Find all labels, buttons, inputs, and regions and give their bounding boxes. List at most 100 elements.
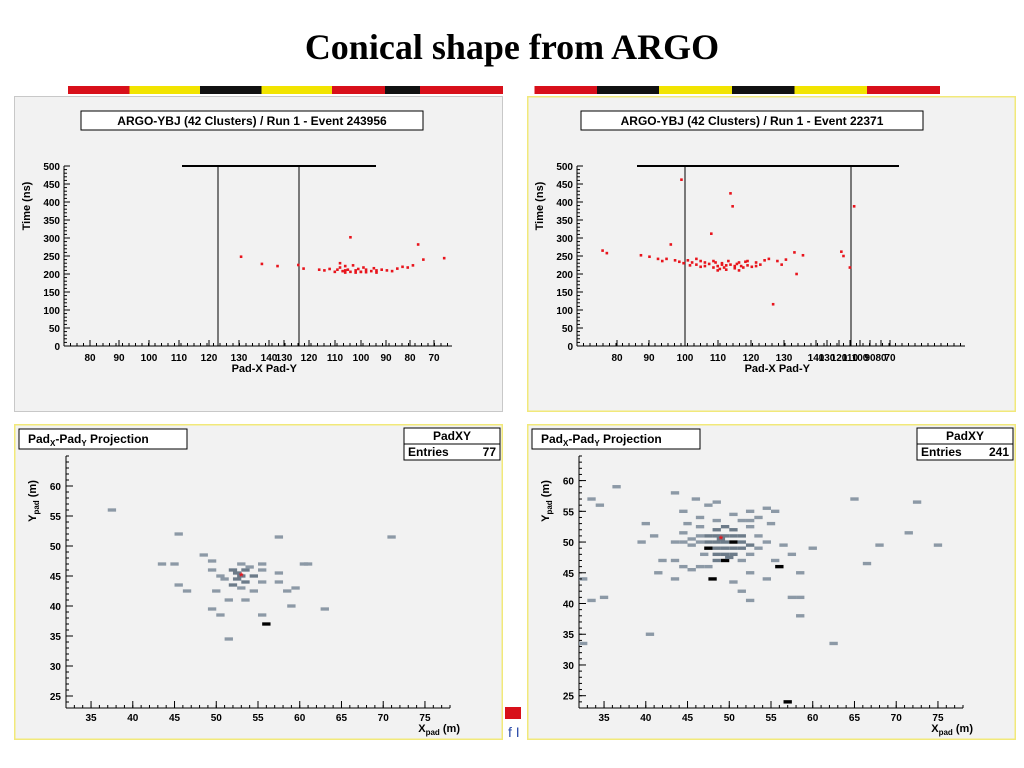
- histogram-bin: [712, 552, 721, 557]
- data-point: [317, 268, 321, 271]
- title-dash: -Pad: [55, 432, 81, 446]
- y-tick-label: 150: [43, 288, 60, 299]
- x-axis-label: Pad-X Pad-Y: [745, 363, 811, 375]
- x-tick-label: 80: [84, 353, 96, 364]
- data-point: [323, 269, 326, 272]
- data-point: [239, 255, 243, 259]
- histogram-bin: [207, 607, 217, 611]
- footer-logo-fragment: [505, 707, 521, 719]
- data-point: [712, 266, 715, 269]
- data-point: [754, 261, 758, 264]
- data-point: [714, 261, 717, 264]
- histogram-bin: [687, 543, 696, 547]
- time-profile-right-panel: ARGO-YBJ (42 Clusters) / Run 1 - Event 2…: [527, 96, 1016, 412]
- y-tick-label: 250: [43, 252, 60, 263]
- histogram-bin: [720, 558, 730, 563]
- histogram-bin: [737, 518, 746, 523]
- histogram-bin: [704, 546, 713, 550]
- data-point: [763, 259, 766, 262]
- histogram-bin: [232, 577, 242, 581]
- histogram-bin: [754, 534, 763, 538]
- data-point: [669, 243, 673, 246]
- data-point: [356, 267, 360, 271]
- histogram-bin: [716, 537, 726, 541]
- histogram-bin: [287, 604, 296, 608]
- core-marker: *: [239, 571, 244, 583]
- histogram-bin: [291, 586, 300, 590]
- histogram-bin: [274, 571, 284, 575]
- data-point: [396, 267, 399, 270]
- histogram-bin: [695, 540, 705, 544]
- histogram-bin: [695, 515, 705, 520]
- histogram-bin: [157, 562, 167, 566]
- y-tick-label: 30: [50, 662, 62, 673]
- x-tick-label: 70: [891, 713, 903, 724]
- histogram-bin: [237, 574, 246, 578]
- x-tick-label: 120: [201, 353, 218, 364]
- time-profile-left-panel: ARGO-YBJ (42 Clusters) / Run 1 - Event 2…: [14, 96, 503, 412]
- histogram-bin: [645, 632, 655, 636]
- panel-frame: [527, 96, 1016, 412]
- histogram-bin: [796, 614, 805, 618]
- chart-title: ARGO-YBJ (42 Clusters) / Run 1 - Event 2…: [621, 114, 884, 128]
- histogram-bin: [720, 540, 730, 544]
- data-point: [801, 253, 805, 257]
- histogram-bin: [875, 543, 884, 547]
- histogram-bin: [670, 540, 680, 544]
- data-point: [718, 267, 722, 271]
- histogram-bin: [729, 512, 738, 517]
- x-tick-label: 130: [231, 353, 248, 364]
- x-tick-label: 70: [428, 353, 440, 364]
- histogram-bin: [232, 571, 242, 575]
- histogram-bin: [745, 543, 755, 547]
- histogram-bin: [679, 509, 688, 514]
- y-tick-label: 50: [562, 324, 574, 335]
- slide-title: Conical shape from ARGO: [304, 27, 720, 67]
- y-tick-label: 60: [50, 482, 62, 493]
- histogram-bin: [687, 568, 696, 572]
- histogram-bin: [771, 558, 780, 563]
- x-tick-label: 90: [113, 353, 125, 364]
- histogram-bin: [249, 589, 258, 593]
- histogram-bin: [654, 571, 663, 575]
- data-point: [754, 264, 758, 268]
- histogram-bin: [649, 534, 659, 538]
- data-point: [716, 264, 720, 268]
- y-tick-label: 50: [50, 542, 62, 553]
- data-point: [401, 265, 404, 269]
- x-tick-label: 75: [932, 713, 944, 724]
- y-tick-label: 400: [556, 198, 573, 209]
- data-point: [737, 269, 741, 272]
- data-point: [720, 261, 724, 265]
- data-point: [780, 263, 783, 266]
- histogram-bin: [274, 580, 284, 584]
- histogram-bin: [241, 598, 250, 602]
- data-point: [678, 260, 681, 264]
- histogram-bin: [241, 568, 250, 572]
- y-label-sub: pad: [32, 500, 41, 514]
- footer-text: f I: [508, 724, 520, 740]
- data-point: [699, 259, 702, 263]
- x-tick-label: 110: [710, 353, 727, 364]
- x-tick-label: 110: [171, 353, 188, 364]
- x-axis-label: Xpad (m): [931, 723, 973, 737]
- histogram-bin: [787, 595, 797, 600]
- histogram-bin: [683, 521, 692, 526]
- histogram-bin: [670, 491, 680, 495]
- histogram-bin: [850, 497, 859, 501]
- histogram-bin: [729, 540, 738, 544]
- stats-title: PadXY: [433, 429, 471, 443]
- data-point: [842, 254, 845, 258]
- title-suffix: Projection: [87, 432, 149, 446]
- chart-title: ARGO-YBJ (42 Clusters) / Run 1 - Event 2…: [117, 114, 387, 128]
- x-tick-label: 60: [807, 713, 819, 724]
- data-point: [731, 205, 734, 208]
- y-label-unit: (m): [27, 480, 39, 501]
- histogram-bin: [587, 497, 596, 501]
- histogram-bin: [274, 535, 284, 539]
- title-box: [80, 110, 424, 131]
- data-point: [343, 269, 347, 272]
- data-point: [338, 266, 342, 269]
- data-point: [703, 264, 707, 268]
- title-dash: -Pad: [568, 432, 594, 446]
